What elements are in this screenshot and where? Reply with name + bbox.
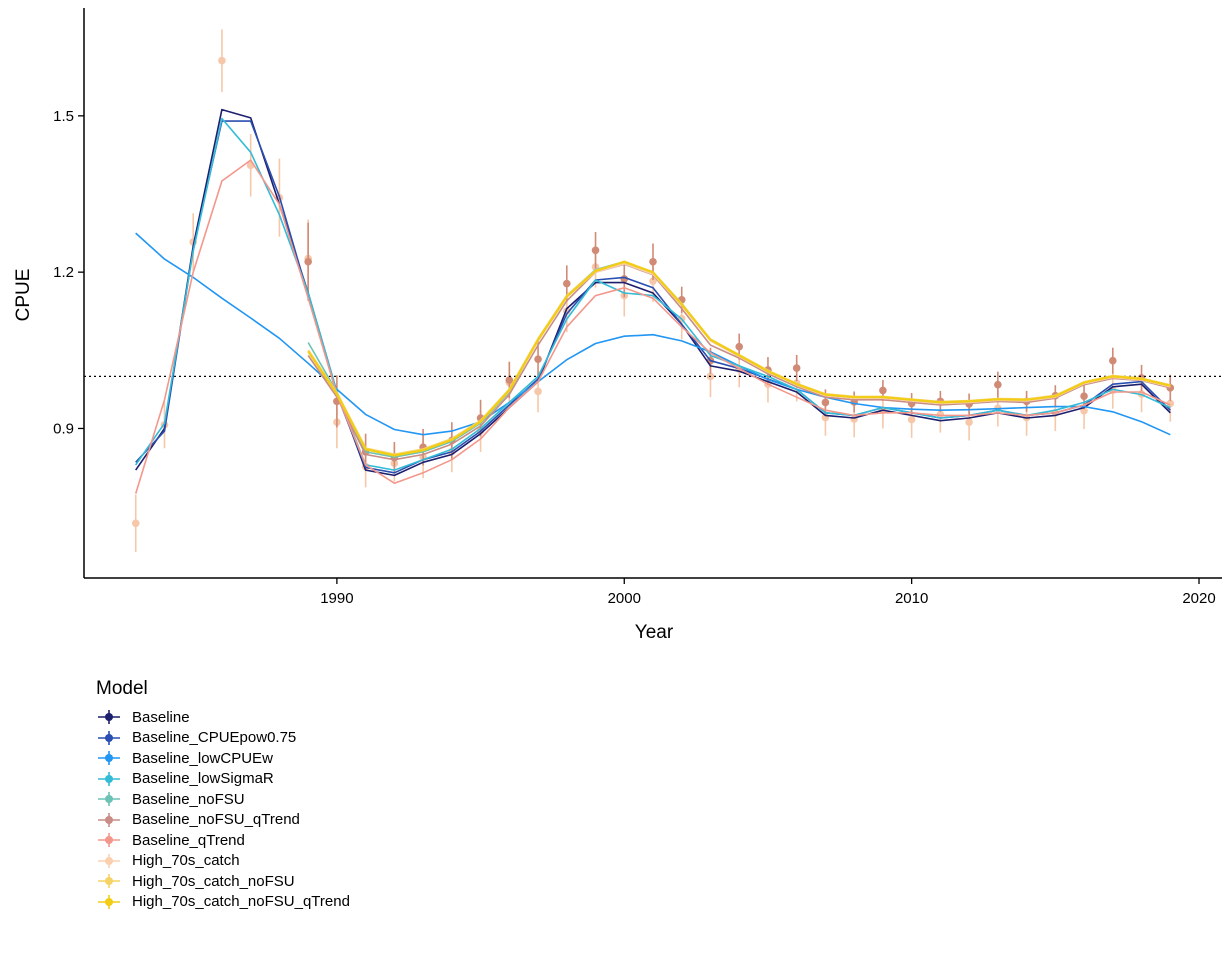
y-tick-layer: 0.9 1.2 1.5 [53, 108, 84, 437]
legend-item: Baseline_noFSU [96, 789, 350, 810]
legend-label: Baseline_lowSigmaR [132, 770, 274, 788]
observed-point [534, 355, 542, 363]
observed-point [735, 342, 744, 351]
series-line-baseline-lowsigmar [135, 117, 1171, 471]
legend-label: Baseline_CPUEpow0.75 [132, 729, 297, 747]
legend-label: Baseline_qTrend [132, 831, 245, 849]
x-tick-label: 2020 [1182, 590, 1215, 607]
legend-label: High_70s_catch [132, 852, 240, 870]
legend-key [96, 769, 122, 789]
y-tick-label: 1.5 [53, 108, 74, 125]
cpue-chart: 1990 2000 2010 2020 0.9 1.2 1.5 Year CPUE [13, 8, 1222, 643]
legend-item: High_70s_catch_noFSU_qTrend [96, 892, 350, 913]
observed-point [936, 410, 945, 419]
legend-item: Baseline_lowCPUEw [96, 748, 350, 769]
observed-point [591, 246, 600, 255]
observed-point [505, 376, 514, 384]
legend-item: Baseline_CPUEpow0.75 [96, 728, 350, 749]
series-line-baseline-qtrend [134, 159, 1171, 494]
observed-point [1080, 392, 1088, 400]
x-tick-label: 2000 [608, 590, 641, 607]
series-line-baseline [135, 108, 1171, 477]
observed-point [1108, 356, 1117, 365]
series-line-baseline-nofsu-qtrend [307, 263, 1171, 461]
legend-item: High_70s_catch_noFSU [96, 871, 350, 892]
legend-key [96, 728, 122, 748]
observed-point [821, 398, 830, 407]
observed-point [562, 279, 571, 288]
legend-label: Baseline_noFSU [132, 790, 245, 808]
observed-point [879, 386, 887, 395]
legend-item: Baseline_noFSU_qTrend [96, 810, 350, 831]
x-tick-label: 2010 [895, 590, 928, 607]
legend-key [96, 830, 122, 850]
observed-point [994, 380, 1002, 389]
legend-item: Baseline [96, 707, 350, 728]
y-tick-label: 0.9 [53, 420, 74, 437]
legend-label: High_70s_catch_noFSU_qTrend [132, 893, 350, 911]
y-tick-label: 1.2 [53, 264, 74, 281]
x-tick-label: 1990 [320, 590, 353, 607]
observed-point [1166, 399, 1175, 408]
legend-key [96, 810, 122, 830]
legend: Model Baseline Baseline_CPUEpow0.75 Baseli… [96, 678, 350, 912]
observed-point [534, 387, 542, 396]
legend-key [96, 871, 122, 891]
legend-key [96, 789, 122, 809]
axes-layer: 1990 2000 2010 2020 0.9 1.2 1.5 Year CPUE [13, 8, 1222, 643]
observed-point [649, 257, 657, 266]
observed-point [850, 415, 858, 423]
observed-point [131, 519, 140, 528]
legend-item: Baseline_qTrend [96, 830, 350, 851]
x-tick-layer: 1990 2000 2010 2020 [320, 578, 1216, 607]
legend-key [96, 707, 122, 727]
legend-item: Baseline_lowSigmaR [96, 769, 350, 790]
observed-point [218, 56, 226, 65]
legend-title: Model [96, 678, 148, 699]
legend-key [96, 748, 122, 768]
legend-label: Baseline_lowCPUEw [132, 749, 273, 767]
observed-point [965, 418, 973, 427]
legend-items: Baseline Baseline_CPUEpow0.75 Baseline_low… [96, 707, 350, 912]
observed-points-layer [131, 29, 1175, 552]
observed-point [649, 277, 657, 285]
legend-label: Baseline_noFSU_qTrend [132, 811, 300, 829]
observed-point [907, 415, 916, 424]
y-axis-title: CPUE [13, 269, 34, 322]
x-axis-title: Year [635, 622, 674, 643]
series-line-baseline-lowcpuew [135, 232, 1171, 436]
legend-label: High_70s_catch_noFSU [132, 872, 295, 890]
observed-point [792, 364, 801, 372]
legend-label: Baseline [132, 708, 190, 726]
observed-point [304, 257, 312, 266]
legend-key [96, 851, 122, 871]
series-line-high-70s-catch-nofsu-qtrend [307, 260, 1171, 457]
legend-item: High_70s_catch [96, 851, 350, 872]
legend-key [96, 892, 122, 912]
series-lines-layer [134, 108, 1171, 494]
